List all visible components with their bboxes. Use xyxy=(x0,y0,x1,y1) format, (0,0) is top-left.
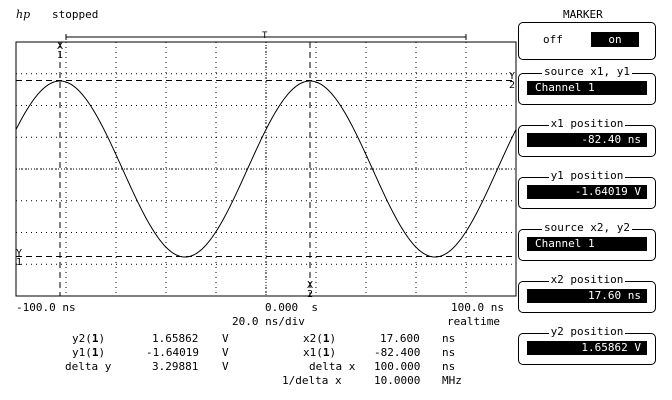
inverse-delta-x-label: 1/delta x xyxy=(282,374,342,387)
y1-position-softkey[interactable]: y1 position -1.64019 V xyxy=(518,169,656,209)
x1-unit: ns xyxy=(442,346,456,359)
delta-x-label: delta x xyxy=(309,360,356,373)
y1-position-value: -1.64019 V xyxy=(527,185,647,199)
delta-y-value: 3.29881 xyxy=(152,360,199,373)
y1-label: y1(1) xyxy=(72,346,106,359)
x1-position-softkey[interactable]: x1 position -82.40 ns xyxy=(518,117,656,157)
menu-title: MARKER xyxy=(563,8,603,21)
x2-label: x2(1) xyxy=(303,332,337,345)
y2-position-value: 1.65862 V xyxy=(527,341,647,355)
marker-lines xyxy=(16,42,516,296)
delta-x-unit: ns xyxy=(442,360,456,373)
x-right-readout: 100.0 ns xyxy=(451,301,504,314)
x2-value: 17.600 xyxy=(380,332,420,345)
source-x2-y2-value: Channel 1 xyxy=(527,237,647,251)
y2-value: 1.65862 xyxy=(152,332,199,345)
hp-logo: hp xyxy=(16,8,31,21)
x2-position-title: x2 position xyxy=(548,273,626,286)
x1-position-title: x1 position xyxy=(548,117,626,130)
inverse-delta-x-unit: MHz xyxy=(442,374,462,387)
channel-1-trace xyxy=(15,80,517,258)
x1-position-value: -82.40 ns xyxy=(527,133,647,147)
delta-y-label: delta y xyxy=(65,360,112,373)
x1-value: -82.400 xyxy=(374,346,421,359)
x-center-readout: 0.000 s xyxy=(265,301,318,314)
x2-position-value: 17.60 ns xyxy=(527,289,647,303)
acquisition-mode: realtime xyxy=(447,315,500,328)
y2-label: y2(1) xyxy=(72,332,106,345)
source-x2-y2-softkey[interactable]: source x2, y2 Channel 1 xyxy=(518,221,656,261)
x1-label: x1(1) xyxy=(303,346,337,359)
y1-position-title: y1 position xyxy=(548,169,626,182)
x-left-readout: -100.0 ns xyxy=(16,301,76,314)
y2-unit: V xyxy=(222,332,229,345)
source-x1-y1-title: source x1, y1 xyxy=(541,65,633,78)
y1-value: -1.64019 xyxy=(146,346,199,359)
x2-position-softkey[interactable]: x2 position 17.60 ns xyxy=(518,273,656,313)
y2-position-title: y2 position xyxy=(548,325,626,338)
y2-position-softkey[interactable]: y2 position 1.65862 V xyxy=(518,325,656,365)
y1-unit: V xyxy=(222,346,229,359)
x2-unit: ns xyxy=(442,332,456,345)
source-x2-y2-title: source x2, y2 xyxy=(541,221,633,234)
toggle-on-option[interactable]: on xyxy=(591,32,639,47)
timebase-readout: 20.0 ns/div xyxy=(232,315,305,328)
source-x1-y1-softkey[interactable]: source x1, y1 Channel 1 xyxy=(518,65,656,105)
trigger-icon: T xyxy=(262,31,268,41)
source-x1-y1-value: Channel 1 xyxy=(527,81,647,95)
inverse-delta-x-value: 10.0000 xyxy=(374,374,421,387)
toggle-off-option[interactable]: off xyxy=(543,33,563,46)
run-status: stopped xyxy=(52,8,99,21)
delta-x-value: 100.000 xyxy=(374,360,421,373)
graticule xyxy=(15,34,517,297)
delta-y-unit: V xyxy=(222,360,229,373)
marker-toggle-softkey[interactable]: off on xyxy=(518,22,656,60)
